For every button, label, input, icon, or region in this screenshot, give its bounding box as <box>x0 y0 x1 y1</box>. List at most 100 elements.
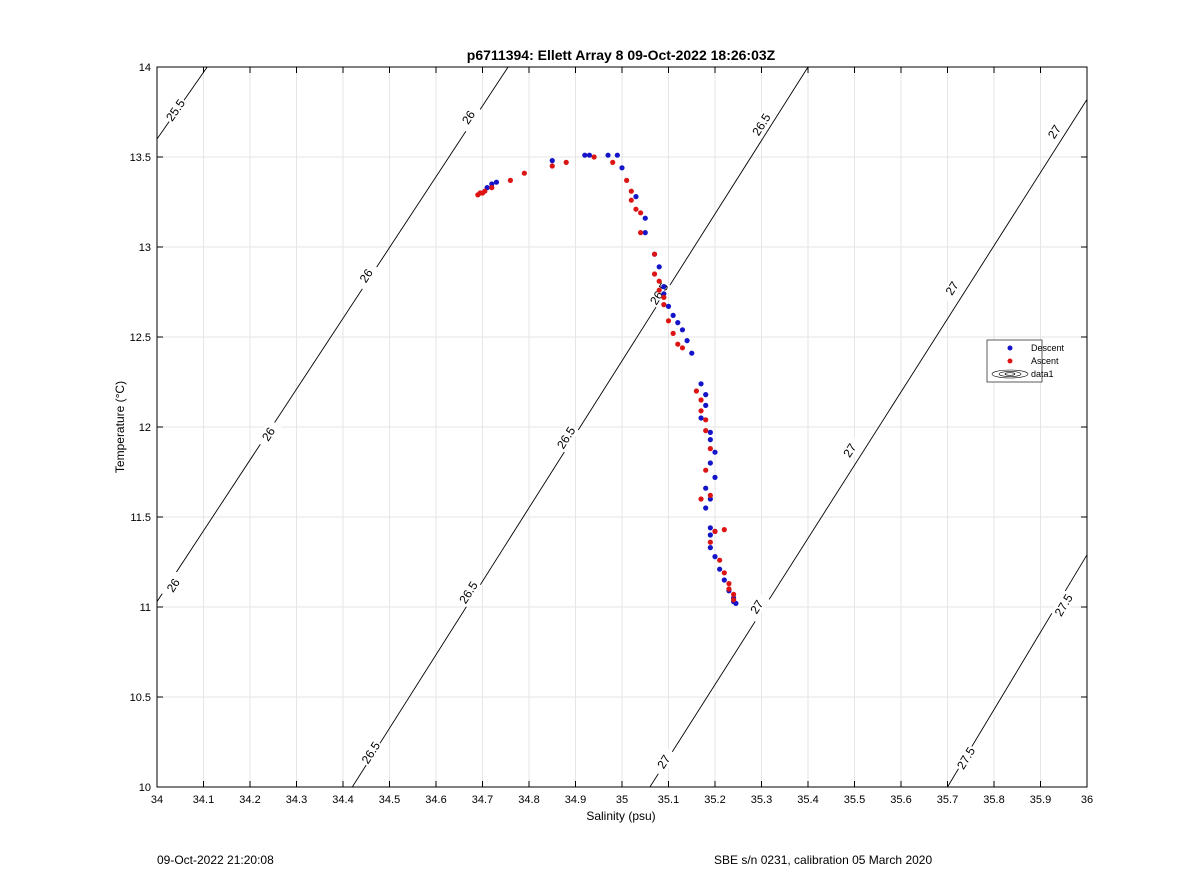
contour-line <box>351 67 809 787</box>
y-tick-label: 14 <box>139 62 151 74</box>
y-tick-label: 12 <box>139 422 151 434</box>
y-tick-label: 10.5 <box>130 692 151 704</box>
x-tick-label: 35.5 <box>844 794 865 806</box>
ascent-point <box>638 210 644 216</box>
ascent-point <box>731 597 737 603</box>
contour-label-bg <box>255 419 282 449</box>
y-axis-ticks: 10 10.5 11 11.5 12 12.5 13 13.5 14 <box>130 62 1087 794</box>
ascent-point <box>698 408 704 414</box>
descent-point <box>707 545 713 551</box>
descent-point <box>703 402 709 408</box>
ascent-point <box>638 230 644 236</box>
ascent-point <box>675 341 681 347</box>
ascent-point <box>726 581 732 587</box>
descent-point <box>703 392 709 398</box>
footer-timestamp: 09-Oct-2022 21:20:08 <box>157 853 274 867</box>
ascent-point <box>482 188 488 194</box>
descent-point <box>656 264 662 270</box>
y-tick-label: 13.5 <box>130 152 151 164</box>
descent-point <box>689 350 695 356</box>
ascent-point <box>731 591 737 598</box>
x-tick-label: 35.3 <box>751 794 772 806</box>
ascent-point <box>703 417 709 423</box>
legend: Descent Ascent data1 <box>986 339 1065 383</box>
descent-point <box>489 181 495 187</box>
ascent-point <box>507 177 513 183</box>
x-tick-label: 35.8 <box>983 794 1004 806</box>
y-tick-label: 11.5 <box>130 512 151 524</box>
contour-line <box>649 99 1087 787</box>
x-tick-label: 34.3 <box>286 794 307 806</box>
ascent-point <box>651 251 658 257</box>
x-axis-ticks: 34 34.1 34.2 34.3 34.4 34.5 34.6 34.7 34.8 34.9 35… <box>151 67 1093 806</box>
descent-point <box>684 338 690 344</box>
x-tick-label: 34.5 <box>379 794 400 806</box>
descent-point <box>707 460 713 466</box>
contour-label-bg <box>743 592 770 622</box>
descent-point <box>614 152 620 158</box>
contour-label-bg <box>455 102 482 133</box>
y-tick-label: 10 <box>139 782 151 794</box>
y-axis-label: Temperature (°C) <box>113 381 127 473</box>
x-tick-label: 34.1 <box>193 794 214 806</box>
x-tick-label: 35.7 <box>937 794 958 806</box>
ascent-point <box>549 163 555 169</box>
x-tick-label: 35.2 <box>704 794 725 806</box>
descent-point <box>707 496 713 502</box>
descent-point <box>665 303 672 309</box>
ascent-point <box>721 570 727 576</box>
ascent-point <box>679 345 686 351</box>
contour-label-bg <box>836 435 863 466</box>
x-tick-label: 36 <box>1081 794 1093 806</box>
descent-point <box>698 381 704 387</box>
ascent-point <box>698 397 704 403</box>
data-points <box>475 152 739 607</box>
legend-ascent-label: Ascent <box>1031 356 1059 366</box>
contour-line <box>157 67 509 602</box>
contour-label-bg <box>1041 117 1068 147</box>
descent-point <box>642 230 648 236</box>
contour-label-bg <box>939 273 966 304</box>
density-contours <box>157 67 1087 787</box>
contour-label-bg <box>650 747 677 777</box>
legend-descent-label: Descent <box>1031 343 1065 353</box>
descent-point <box>642 215 648 221</box>
y-tick-label: 13 <box>139 242 151 254</box>
descent-point <box>717 566 723 572</box>
legend-contour-icon <box>991 369 1029 379</box>
descent-point <box>707 437 713 443</box>
series-ascent <box>475 154 737 603</box>
descent-point <box>721 577 727 583</box>
ascent-point <box>707 446 713 452</box>
descent-point <box>679 327 686 333</box>
x-tick-label: 35 <box>616 794 628 806</box>
ascent-point <box>707 539 713 545</box>
descent-point <box>670 312 676 318</box>
ascent-point <box>489 185 495 191</box>
descent-point <box>586 152 593 158</box>
x-tick-label: 35.9 <box>1030 794 1051 806</box>
contour-label-bg <box>160 570 187 601</box>
descent-point <box>703 505 709 511</box>
series-descent <box>484 152 739 607</box>
x-tick-label: 35.1 <box>658 794 679 806</box>
x-tick-label: 34.4 <box>332 794 353 806</box>
x-tick-label: 34 <box>151 794 163 806</box>
descent-point <box>712 474 718 480</box>
ascent-point <box>563 159 569 165</box>
descent-point <box>582 152 588 158</box>
ascent-point <box>698 496 704 502</box>
ascent-point <box>721 527 727 533</box>
ascent-point <box>591 154 597 160</box>
footer-calibration: SBE s/n 0231, calibration 05 March 2020 <box>714 853 933 867</box>
ascent-point <box>726 586 732 592</box>
contour-label-bg <box>162 95 189 125</box>
x-tick-label: 34.8 <box>518 794 539 806</box>
legend-data1-label: data1 <box>1031 369 1054 379</box>
descent-point <box>703 485 709 491</box>
ascent-point <box>670 330 676 336</box>
descent-point <box>661 291 667 297</box>
ascent-point <box>624 177 630 183</box>
x-tick-label: 34.9 <box>565 794 586 806</box>
x-tick-label: 34.6 <box>425 794 446 806</box>
